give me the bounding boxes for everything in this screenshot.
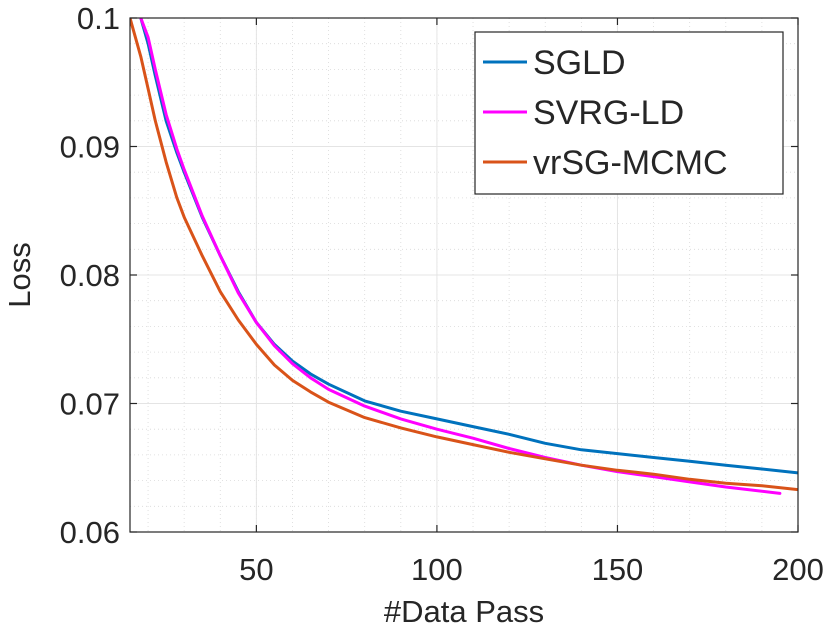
legend-label: SVRG-LD [533,94,684,132]
y-tick-label: 0.06 [60,515,120,550]
x-tick-label: 50 [239,552,273,587]
series-line-vrsg-mcmc [130,18,798,492]
y-axis-label: Loss [2,242,37,307]
series-layer [130,18,798,495]
y-tick-label: 0.08 [60,258,120,293]
axis-ticks [130,17,799,533]
y-tick-label: 0.07 [60,387,120,422]
legend: SGLD SVRG-LD vrSG-MCMC [474,31,784,195]
x-tick-label: 150 [592,552,644,587]
x-tick-label: 200 [772,552,824,587]
legend-label: vrSG-MCMC [533,144,728,182]
y-tick-label: 0.1 [77,1,120,36]
y-tick-label: 0.09 [60,130,120,165]
x-axis-label: #Data Pass [384,594,544,629]
y-tick-labels: 0.06 0.07 0.08 0.09 0.1 [60,1,120,550]
x-tick-labels: 50 100 150 200 [239,552,824,587]
x-tick-label: 100 [411,552,463,587]
legend-label: SGLD [533,44,626,82]
